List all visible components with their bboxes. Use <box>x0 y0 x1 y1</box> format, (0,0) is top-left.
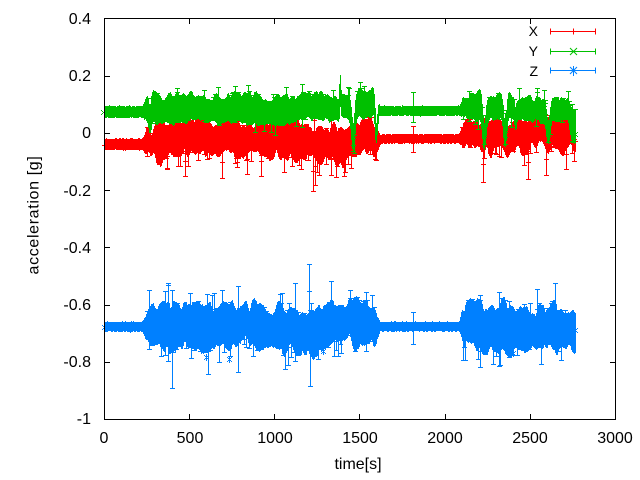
svg-text:2000: 2000 <box>427 430 463 447</box>
svg-text:acceleration [g]: acceleration [g] <box>26 156 43 275</box>
svg-text:Z: Z <box>529 63 538 79</box>
svg-text:-0.8: -0.8 <box>63 354 91 371</box>
svg-text:500: 500 <box>177 430 204 447</box>
svg-text:1500: 1500 <box>342 430 378 447</box>
svg-text:0.4: 0.4 <box>69 11 91 28</box>
svg-text:0.2: 0.2 <box>69 68 91 85</box>
svg-text:0: 0 <box>100 430 109 447</box>
svg-text:2500: 2500 <box>512 430 548 447</box>
svg-text:1000: 1000 <box>257 430 293 447</box>
svg-text:-0.6: -0.6 <box>63 297 91 314</box>
svg-text:-1: -1 <box>77 411 91 428</box>
svg-text:Y: Y <box>529 43 539 59</box>
svg-text:-0.4: -0.4 <box>63 240 91 257</box>
svg-text:time[s]: time[s] <box>334 456 381 473</box>
svg-text:X: X <box>529 23 539 39</box>
svg-text:0: 0 <box>82 125 91 142</box>
svg-text:3000: 3000 <box>597 430 633 447</box>
svg-text:-0.2: -0.2 <box>63 183 91 200</box>
